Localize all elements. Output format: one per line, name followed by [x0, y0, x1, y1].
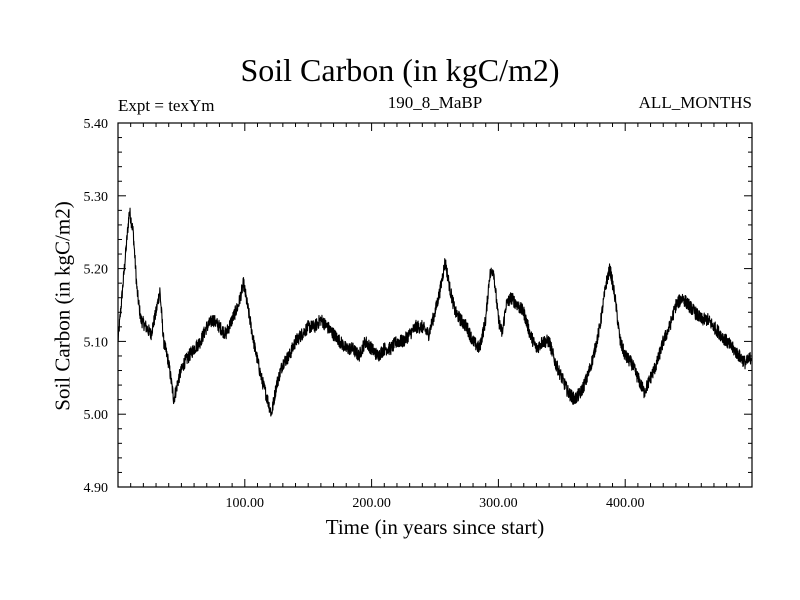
ticks-layer: 100.00 200.00 300.00 400.00 4.90 5.00 5.10 5.20…: [84, 117, 752, 511]
y-tick-label: 5.10: [84, 335, 109, 350]
y-tick-label: 5.20: [84, 263, 109, 278]
x-tick-label: 400.00: [606, 496, 645, 511]
y-tick-label: 5.00: [84, 408, 109, 423]
plot-frame: [117, 122, 753, 488]
chart-subtitle: 190_8_MaBP: [387, 93, 483, 112]
experiment-label: Expt = texYm: [118, 96, 215, 115]
y-tick-label: 4.90: [84, 481, 109, 496]
series-layer: [117, 207, 753, 417]
x-tick-label: 300.00: [479, 496, 518, 511]
x-tick-label: 100.00: [226, 496, 265, 511]
months-label: ALL_MONTHS: [638, 93, 752, 112]
y-tick-label: 5.30: [84, 190, 109, 205]
chart-title: Soil Carbon (in kgC/m2): [240, 52, 560, 88]
series-line: [117, 207, 753, 417]
y-tick-label: 5.40: [84, 117, 109, 132]
x-axis-label: Time (in years since start): [325, 515, 545, 539]
x-tick-label: 200.00: [352, 496, 391, 511]
